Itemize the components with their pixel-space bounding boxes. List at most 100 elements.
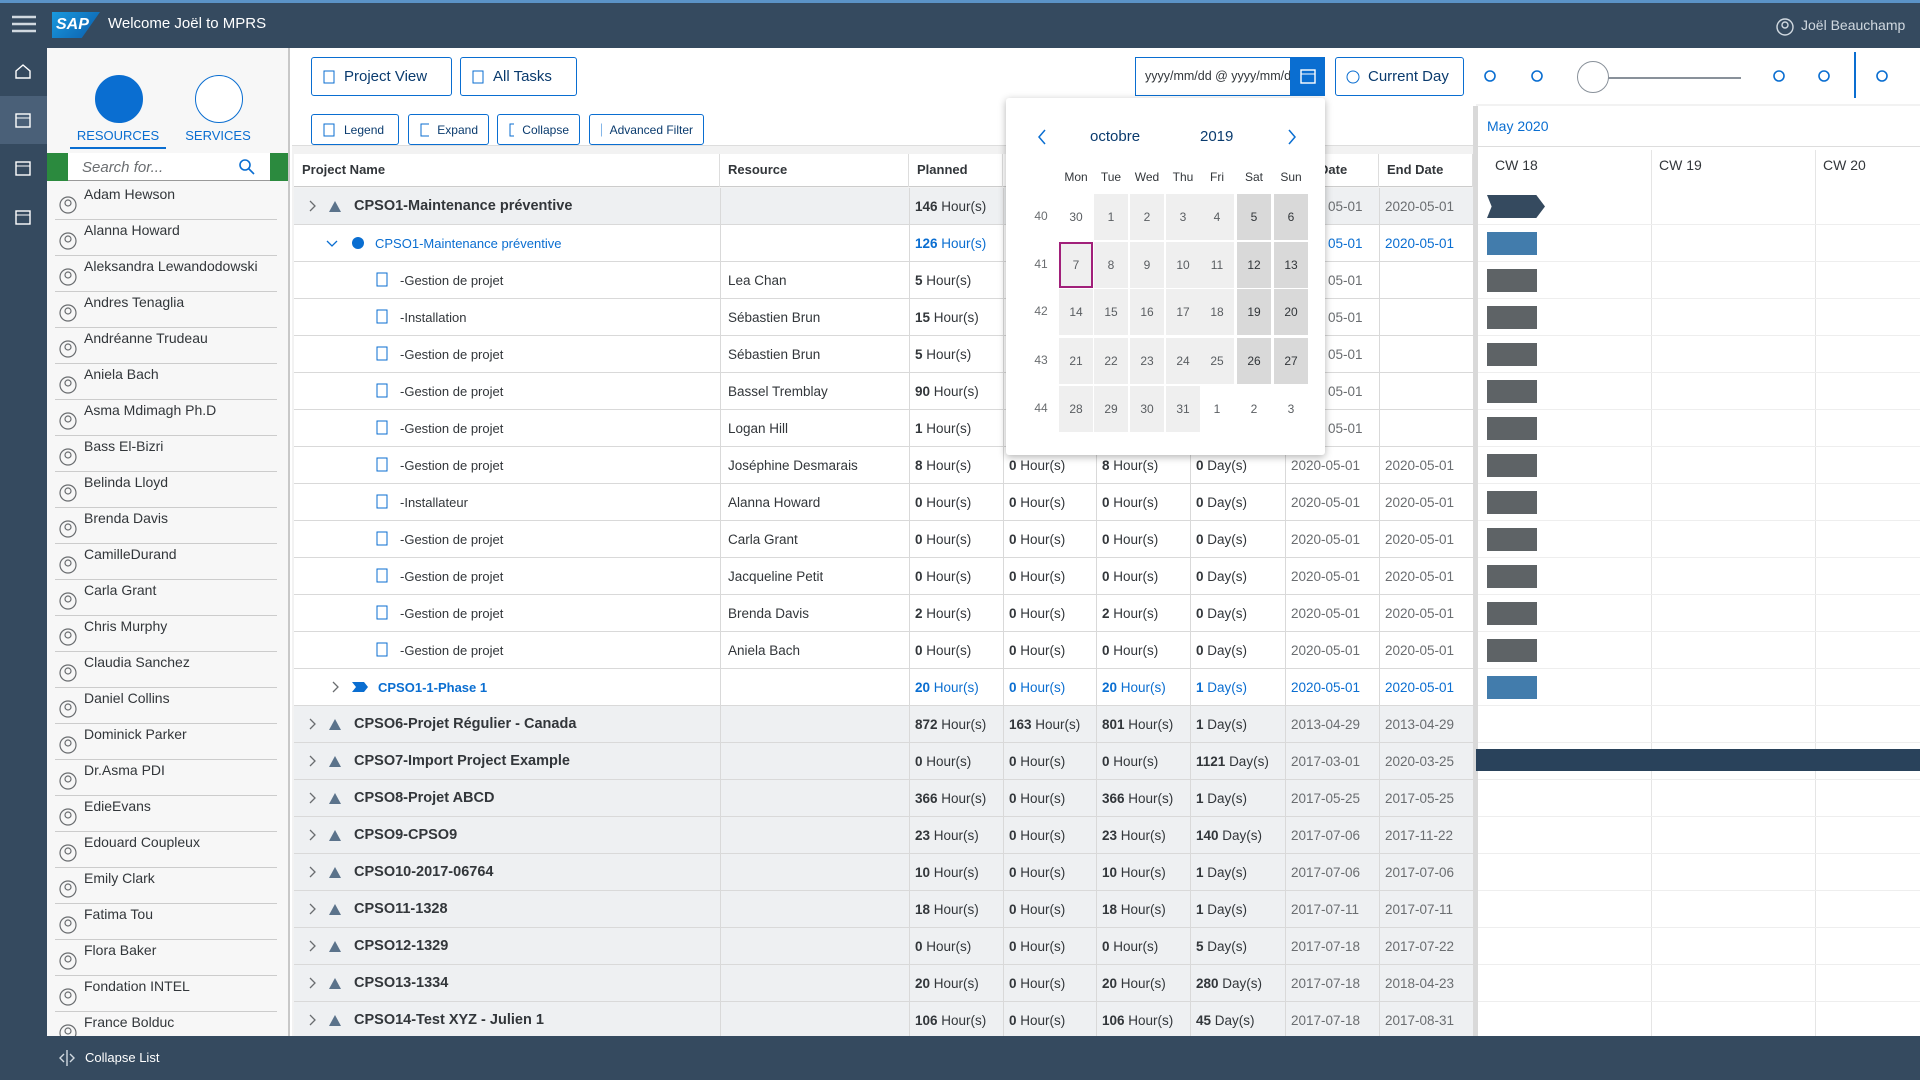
logo[interactable]: SAP <box>52 12 100 38</box>
day-cell[interactable]: 20 <box>1274 289 1308 335</box>
resource-item[interactable]: Fatima Tou <box>55 904 277 940</box>
month-label[interactable]: octobre <box>1090 128 1141 145</box>
resource-name[interactable]: Aleksandra Lewandodowski <box>84 258 258 274</box>
search-box[interactable] <box>68 153 270 181</box>
toolbar-button[interactable]: Advanced Filter <box>589 114 704 145</box>
gantt-bar[interactable] <box>1487 491 1537 514</box>
day-cell[interactable]: 4 <box>1200 194 1234 240</box>
column-header[interactable]: Resource <box>728 162 788 177</box>
day-cell[interactable]: 17 <box>1166 289 1200 335</box>
day-cell[interactable]: 8 <box>1094 242 1128 288</box>
project-name[interactable]: -Gestion de projet <box>400 569 504 584</box>
resource-name[interactable]: Alanna Howard <box>84 222 180 238</box>
project-name[interactable]: -Gestion de projet <box>400 421 504 436</box>
resource-name[interactable]: Edouard Coupleux <box>84 834 200 850</box>
resource-item[interactable]: Aniela Bach <box>55 364 277 400</box>
gantt-bar[interactable] <box>1487 565 1537 588</box>
expand-toggle[interactable] <box>307 792 325 815</box>
resource-item[interactable]: Flora Baker <box>55 940 277 976</box>
day-cell[interactable]: 15 <box>1094 289 1128 335</box>
project-name[interactable]: CPSO1-Maintenance préventive <box>375 236 562 251</box>
toolbar-button[interactable]: Legend <box>311 114 399 145</box>
gantt-bar[interactable] <box>1487 195 1545 218</box>
slider-knob[interactable] <box>1577 61 1609 93</box>
resource-name[interactable]: Brenda Davis <box>84 510 169 526</box>
resource-name[interactable]: Bass El-Bizri <box>84 438 164 454</box>
day-cell[interactable]: 26 <box>1237 338 1271 384</box>
resource-name[interactable]: Andres Tenaglia <box>84 294 185 310</box>
user-name[interactable]: Joël Beauchamp <box>1801 17 1906 33</box>
day-cell[interactable]: 1 <box>1200 386 1234 432</box>
day-cell[interactable]: 14 <box>1059 289 1093 335</box>
project-name[interactable]: -Gestion de projet <box>400 458 504 473</box>
gantt-bar[interactable] <box>1487 232 1537 255</box>
resource-name[interactable]: Asma Mdimagh Ph.D <box>84 402 217 418</box>
day-cell[interactable]: 23 <box>1130 338 1164 384</box>
resource-name[interactable]: Dominick Parker <box>84 726 187 742</box>
resource-item[interactable]: Emily Clark <box>55 868 277 904</box>
tab-icon[interactable] <box>195 75 243 123</box>
project-name[interactable]: CPSO11-1328 <box>354 901 448 917</box>
day-cell[interactable]: 31 <box>1166 386 1200 432</box>
column-header[interactable]: Planned <box>917 162 968 177</box>
zoom-slider[interactable] <box>1580 77 1741 79</box>
resource-name[interactable]: Chris Murphy <box>84 618 168 634</box>
day-cell[interactable]: 1 <box>1094 194 1128 240</box>
day-cell[interactable]: 9 <box>1130 242 1164 288</box>
day-cell[interactable]: 19 <box>1237 289 1271 335</box>
resource-item[interactable]: Asma Mdimagh Ph.D <box>55 400 277 436</box>
gantt-bar[interactable] <box>1487 602 1537 625</box>
day-cell[interactable]: 24 <box>1166 338 1200 384</box>
day-cell[interactable]: 29 <box>1094 386 1128 432</box>
day-cell[interactable]: 30 <box>1059 194 1093 240</box>
date-input[interactable]: yyyy/mm/dd @ yyyy/mm/dd <box>1135 57 1291 96</box>
collapse-list[interactable]: Collapse List <box>85 1050 160 1065</box>
project-name[interactable]: -Gestion de projet <box>400 532 504 547</box>
project-name[interactable]: -Gestion de projet <box>400 384 504 399</box>
day-cell[interactable]: 25 <box>1200 338 1234 384</box>
resource-name[interactable]: EdieEvans <box>84 798 151 814</box>
tab-label[interactable]: SERVICES <box>185 128 251 143</box>
tab-icon[interactable] <box>95 75 143 123</box>
resource-item[interactable]: Dominick Parker <box>55 724 277 760</box>
column-header[interactable]: Project Name <box>302 162 386 177</box>
resource-item[interactable]: Adam Hewson <box>55 184 277 220</box>
gantt-bar[interactable] <box>1487 417 1537 440</box>
project-name[interactable]: CPSO8-Projet ABCD <box>354 790 495 806</box>
prev-month[interactable] <box>1035 128 1053 151</box>
resource-item[interactable]: Belinda Lloyd <box>55 472 277 508</box>
resource-item[interactable]: Fondation INTEL <box>55 976 277 1012</box>
next-month[interactable] <box>1284 128 1302 151</box>
toolbar-button[interactable]: Expand <box>408 114 489 145</box>
day-cell[interactable]: 16 <box>1130 289 1164 335</box>
resource-item[interactable]: Carla Grant <box>55 580 277 616</box>
project-name[interactable]: -Installation <box>400 310 467 325</box>
expand-toggle[interactable] <box>307 755 325 778</box>
gantt-bar[interactable] <box>1487 676 1537 699</box>
day-cell[interactable]: 22 <box>1094 338 1128 384</box>
day-cell[interactable]: 3 <box>1166 194 1200 240</box>
resource-item[interactable]: Brenda Davis <box>55 508 277 544</box>
day-cell[interactable]: 13 <box>1274 242 1308 288</box>
gantt-bar[interactable] <box>1476 749 1920 771</box>
gantt-bar[interactable] <box>1487 528 1537 551</box>
column-header[interactable]: Date <box>1319 162 1348 177</box>
gantt-bar[interactable] <box>1487 306 1537 329</box>
user-icon[interactable] <box>1776 18 1794 36</box>
day-cell[interactable]: 28 <box>1059 386 1093 432</box>
resource-name[interactable]: Fatima Tou <box>84 906 153 922</box>
day-cell[interactable]: 5 <box>1237 194 1271 240</box>
expand-toggle[interactable] <box>307 940 325 963</box>
expand-toggle[interactable] <box>330 681 348 704</box>
resource-item[interactable]: Bass El-Bizri <box>55 436 277 472</box>
expand-toggle[interactable] <box>307 1014 325 1036</box>
resource-item[interactable]: Aleksandra Lewandodowski <box>55 256 277 292</box>
resource-item[interactable]: France Bolduc <box>55 1012 277 1036</box>
day-cell[interactable]: 11 <box>1200 242 1234 288</box>
resource-name[interactable]: CamilleDurand <box>84 546 177 562</box>
resource-name[interactable]: Aniela Bach <box>84 366 159 382</box>
tab-label[interactable]: RESOURCES <box>76 128 160 143</box>
toolbar-button[interactable]: Collapse <box>497 114 580 145</box>
project-name[interactable]: CPSO14-Test XYZ - Julien 1 <box>354 1012 544 1028</box>
project-name[interactable]: -Gestion de projet <box>400 273 504 288</box>
